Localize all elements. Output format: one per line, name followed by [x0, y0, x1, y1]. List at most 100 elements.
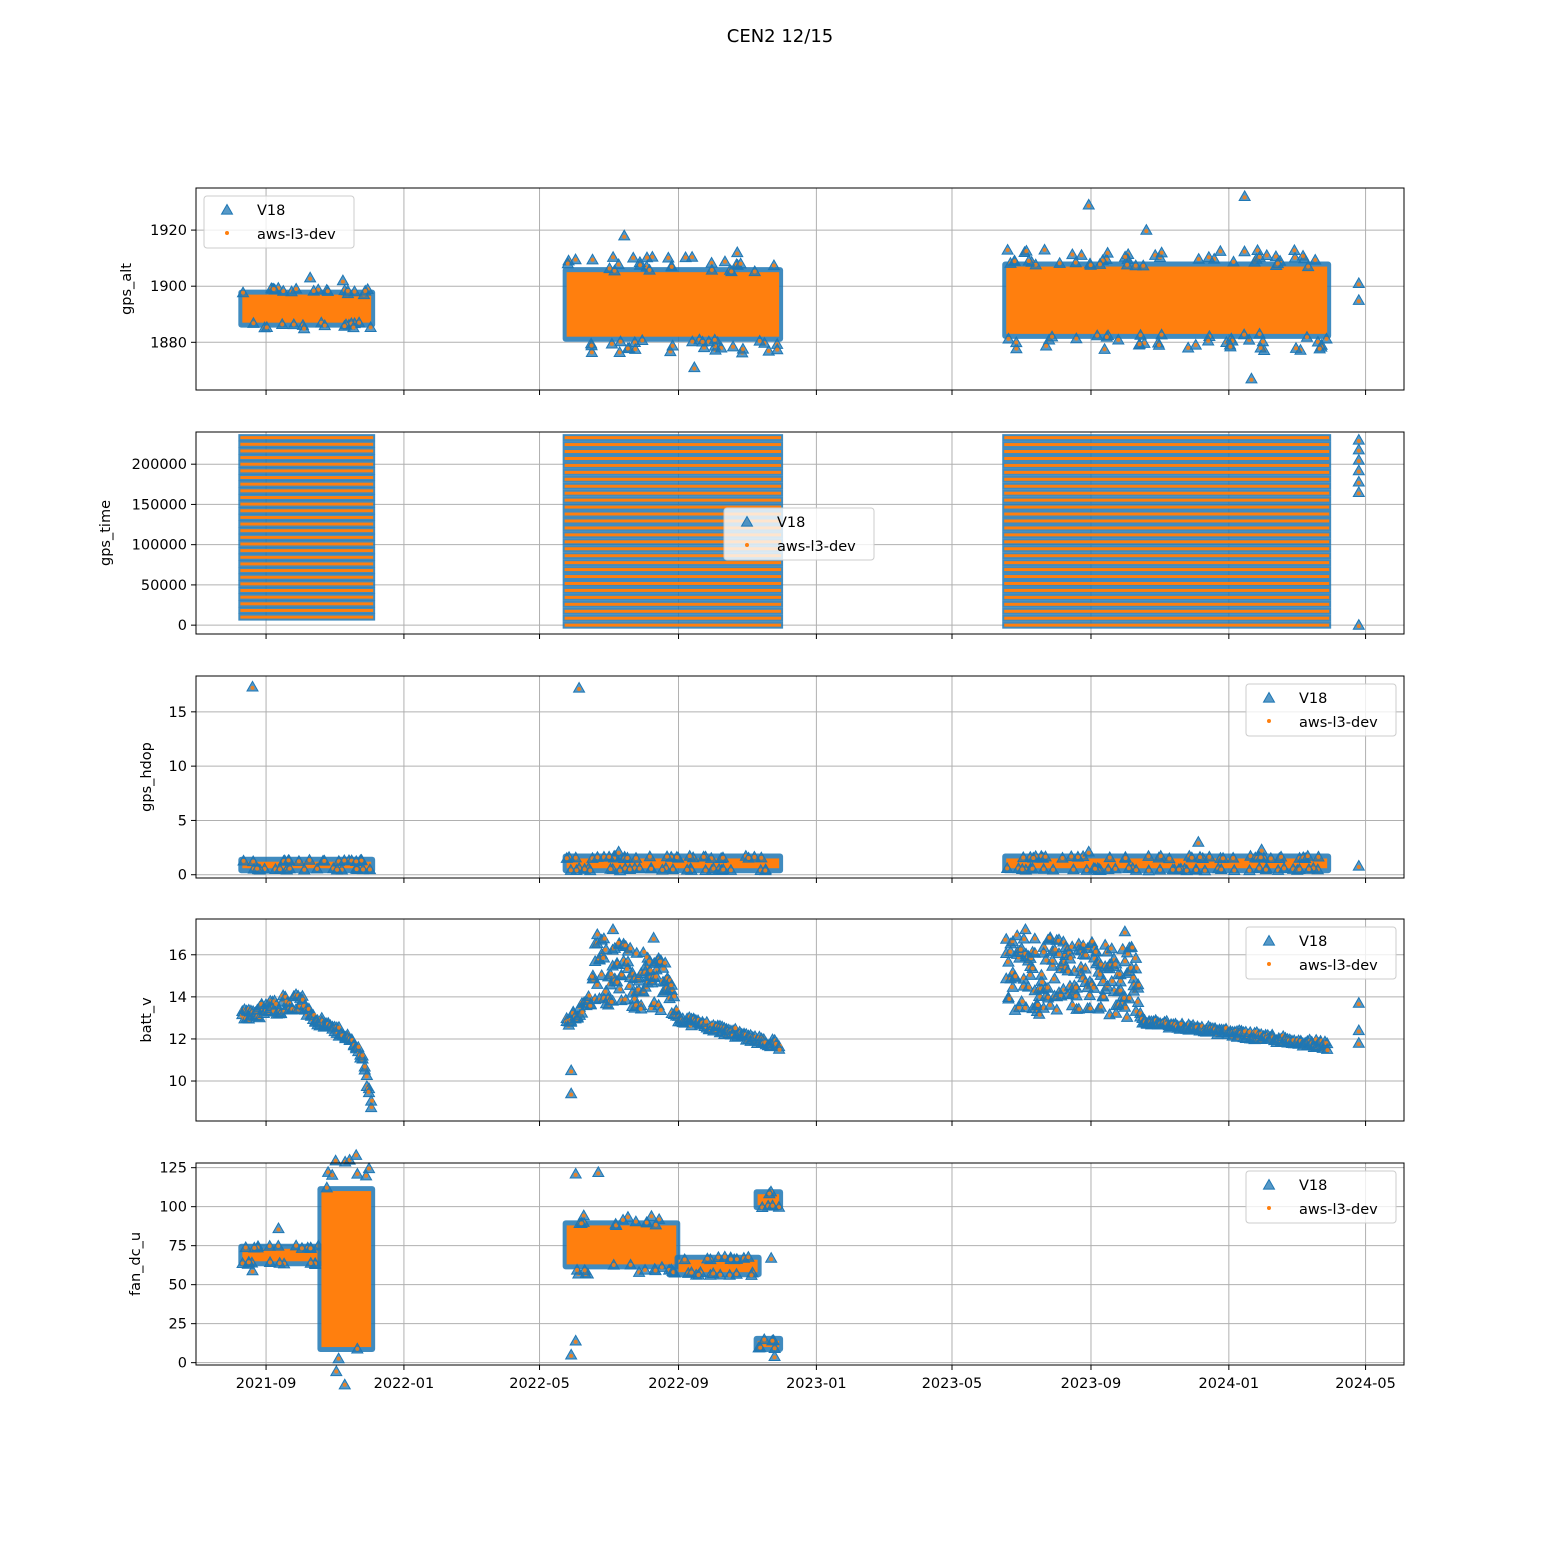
aws-l3-dev-point: [638, 1006, 643, 1011]
aws-l3-dev-point: [1105, 250, 1110, 255]
y-tick-label: 5: [178, 813, 187, 829]
aws-l3-dev-point: [569, 1353, 574, 1358]
aws-l3-dev-point: [276, 1227, 281, 1232]
y-axis: 10 12 14 16 batt_v: [139, 948, 196, 1090]
aws-l3-dev-point: [364, 1173, 369, 1178]
aws-l3-dev-point: [322, 323, 327, 328]
aws-l3-dev-point: [1263, 867, 1268, 872]
aws-l3-dev-point: [616, 262, 621, 267]
aws-l3-dev-point-row: [1004, 595, 1330, 599]
aws-l3-dev-point: [658, 1007, 663, 1012]
aws-l3-dev-point: [296, 859, 301, 864]
aws-l3-dev-point: [1053, 947, 1058, 952]
legend: V18 aws-l3-dev: [723, 507, 875, 561]
aws-l3-dev-point: [1030, 966, 1035, 971]
aws-l3-dev-point: [671, 1270, 676, 1275]
aws-l3-dev-point: [1356, 299, 1361, 304]
aws-l3-dev-point-row: [564, 595, 782, 599]
aws-l3-dev-point: [588, 1003, 593, 1008]
aws-l3-dev-point: [625, 966, 630, 971]
aws-l3-dev-point: [1102, 347, 1107, 352]
aws-l3-dev-point: [337, 1025, 342, 1030]
aws-l3-dev-point-row: [564, 512, 782, 516]
y-tick-label: 0: [178, 868, 187, 884]
aws-l3-dev-point: [670, 867, 675, 872]
aws-l3-dev-point: [657, 1217, 662, 1222]
aws-l3-dev-point: [1113, 962, 1118, 967]
aws-l3-dev-point: [653, 974, 658, 979]
aws-l3-dev-point: [734, 1257, 739, 1262]
segment-1: [238, 434, 376, 621]
aws-l3-dev-point: [701, 854, 706, 859]
aws-l3-dev-point: [1051, 976, 1056, 981]
aws-l3-dev-point: [770, 1203, 775, 1208]
aws-l3-dev-point: [772, 1355, 777, 1360]
y-tick-label: 1900: [150, 279, 187, 295]
aws-l3-dev-point: [1020, 867, 1025, 872]
aws-l3-dev-point-row: [564, 484, 782, 488]
aws-l3-dev-point: [1073, 260, 1078, 265]
axes-frame: [195, 187, 1405, 391]
segment-1: [235, 987, 378, 1113]
aws-l3-dev-point-row: [240, 562, 374, 566]
segment-1: [237, 853, 377, 875]
aws-l3-dev-point: [333, 1158, 338, 1163]
aws-l3-dev-point: [716, 1255, 721, 1260]
aws-l3-dev-point-row: [1004, 477, 1330, 481]
aws-l3-dev-point: [702, 345, 707, 350]
aws-l3-dev-point-row: [240, 555, 374, 559]
grid: [196, 1163, 1404, 1365]
aws-l3-dev-point: [618, 868, 623, 873]
aws-l3-dev-point: [705, 1256, 710, 1261]
aws-l3-dev-point: [308, 276, 313, 281]
aws-l3-dev-point: [599, 972, 604, 977]
aws-l3-dev-point: [1231, 856, 1236, 861]
aws-l3-dev-point: [241, 290, 246, 295]
aws-l3-dev-point: [367, 1166, 372, 1171]
aws-l3-dev-point: [1097, 262, 1102, 267]
aws-l3-dev-point: [722, 259, 727, 264]
aws-l3-dev-point: [766, 349, 771, 354]
aws-l3-dev-point: [617, 350, 622, 355]
series-marks: [237, 680, 1366, 876]
aws-l3-dev-point: [700, 339, 705, 344]
segment-1: [236, 1239, 326, 1269]
segment-2: [560, 927, 786, 1054]
aws-l3-dev-point-row: [1004, 568, 1330, 572]
aws-l3-dev-point: [1144, 229, 1149, 234]
legend-aws-l3-dev-marker: [1267, 962, 1271, 966]
y-tick-label: 125: [159, 1161, 187, 1177]
aws-l3-dev-point: [763, 868, 768, 873]
aws-l3-dev-point: [1356, 865, 1361, 870]
aws-l3-dev-point: [1228, 344, 1233, 349]
segment-2: [560, 849, 784, 876]
aws-l3-dev-point: [1035, 1003, 1040, 1008]
x-tick-label: 2022-01: [374, 1376, 435, 1392]
y-axis-label: batt_v: [139, 997, 155, 1043]
segment-6: [753, 1185, 786, 1212]
legend: V18 aws-l3-dev: [203, 195, 355, 249]
aws-l3-dev-point-row: [240, 522, 374, 526]
aws-l3-dev-point-row: [564, 436, 782, 440]
aws-l3-dev-point: [643, 1268, 648, 1273]
aws-l3-dev-point-row: [564, 443, 782, 447]
aws-l3-dev-point-row: [240, 575, 374, 579]
aws-l3-dev-point: [1356, 448, 1361, 453]
aws-l3-dev-point-row: [564, 575, 782, 579]
aws-l3-dev-point: [1086, 203, 1091, 208]
y-tick-label: 1920: [150, 223, 187, 239]
aws-l3-dev-point: [1275, 261, 1280, 266]
aws-l3-dev-point: [611, 255, 616, 260]
aws-l3-dev-point: [1259, 848, 1264, 853]
aws-l3-dev-point: [1316, 854, 1321, 859]
y-tick-label: 10: [169, 759, 187, 775]
aws-l3-dev-point: [653, 1222, 658, 1227]
legend-label-v18: V18: [257, 203, 285, 219]
aws-l3-dev-point-row: [240, 476, 374, 480]
aws-l3-dev-point: [1099, 1004, 1104, 1009]
aws-l3-dev-point-band: [566, 1225, 677, 1265]
aws-l3-dev-point: [369, 1105, 374, 1110]
aws-l3-dev-point: [1293, 346, 1298, 351]
aws-l3-dev-point: [1305, 854, 1310, 859]
aws-l3-dev-point: [1194, 868, 1199, 873]
